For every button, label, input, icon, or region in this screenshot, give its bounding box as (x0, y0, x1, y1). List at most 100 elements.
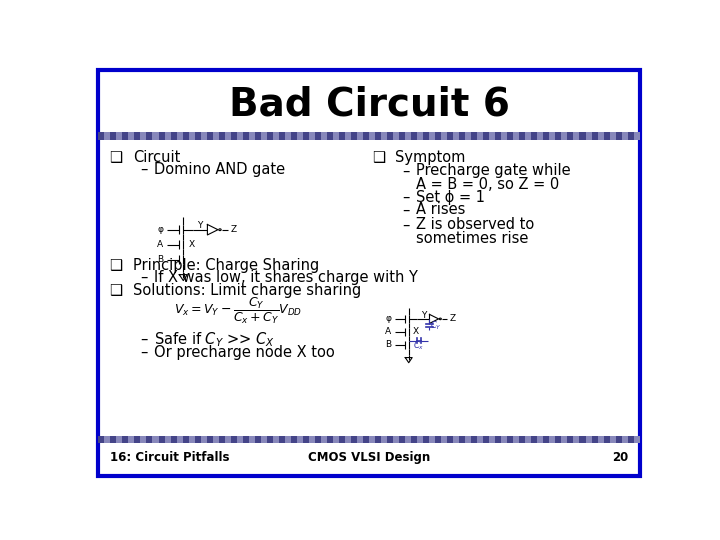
Bar (393, 436, 399, 443)
Text: A: A (157, 240, 163, 249)
Text: –: – (402, 202, 410, 218)
Text: Z is observed to: Z is observed to (416, 218, 535, 232)
Bar (459, 132, 465, 140)
Text: Domino AND gate: Domino AND gate (154, 162, 285, 177)
Bar (176, 436, 183, 443)
Bar (267, 436, 273, 443)
Bar (230, 436, 237, 443)
Bar (621, 132, 628, 140)
Bar (212, 132, 219, 140)
Bar (555, 132, 562, 140)
Bar (189, 436, 194, 443)
Bar (369, 436, 375, 443)
Bar (501, 436, 508, 443)
Bar (483, 132, 490, 140)
Bar (333, 132, 339, 140)
Bar (303, 436, 309, 443)
Bar (585, 132, 592, 140)
Bar (423, 132, 429, 140)
Bar (375, 132, 381, 140)
Bar (309, 132, 315, 140)
Bar (375, 436, 381, 443)
Text: 20: 20 (612, 451, 629, 464)
Text: –: – (402, 163, 410, 178)
Bar (549, 132, 555, 140)
Bar (237, 436, 243, 443)
Bar (562, 436, 567, 443)
Bar (117, 436, 122, 443)
Bar (537, 132, 544, 140)
Bar (315, 436, 321, 443)
Bar (580, 436, 585, 443)
Bar (110, 132, 117, 140)
Bar (212, 436, 219, 443)
Bar (171, 436, 176, 443)
Bar (315, 132, 321, 140)
Bar (580, 132, 585, 140)
Bar (598, 132, 603, 140)
Text: A: A (385, 327, 392, 336)
Bar (128, 132, 135, 140)
Bar (435, 132, 441, 140)
Bar (165, 436, 171, 443)
Bar (219, 132, 225, 140)
Bar (459, 436, 465, 443)
Text: ❑: ❑ (109, 150, 122, 165)
Text: CMOS VLSI Design: CMOS VLSI Design (308, 451, 430, 464)
Bar (573, 436, 580, 443)
Bar (519, 436, 526, 443)
Text: –: – (402, 218, 410, 232)
Bar (417, 132, 423, 140)
Bar (176, 132, 183, 140)
Bar (417, 436, 423, 443)
Bar (248, 436, 255, 443)
Bar (508, 132, 513, 140)
Bar (603, 436, 610, 443)
Bar (140, 132, 146, 140)
Bar (381, 132, 387, 140)
Bar (194, 436, 201, 443)
Bar (158, 132, 165, 140)
Bar (153, 436, 158, 443)
Bar (381, 436, 387, 443)
Text: A = B = 0, so Z = 0: A = B = 0, so Z = 0 (416, 177, 559, 192)
Bar (603, 132, 610, 140)
Bar (616, 436, 621, 443)
Text: B: B (157, 255, 163, 264)
Text: ❑: ❑ (109, 258, 122, 273)
Bar (321, 132, 327, 140)
Bar (471, 132, 477, 140)
Bar (363, 132, 369, 140)
Bar (585, 436, 592, 443)
Bar (183, 436, 189, 443)
Bar (471, 436, 477, 443)
Bar (171, 132, 176, 140)
Bar (230, 132, 237, 140)
Text: –: – (140, 270, 148, 285)
Bar (99, 132, 104, 140)
Bar (273, 132, 279, 140)
Bar (201, 132, 207, 140)
Bar (135, 132, 140, 140)
Bar (345, 132, 351, 140)
Text: Bad Circuit 6: Bad Circuit 6 (228, 85, 510, 123)
Bar (531, 436, 537, 443)
Bar (146, 436, 153, 443)
Bar (501, 132, 508, 140)
Bar (549, 436, 555, 443)
Text: B: B (385, 340, 392, 349)
Bar (435, 436, 441, 443)
Text: Principle: Charge Sharing: Principle: Charge Sharing (133, 258, 319, 273)
Bar (447, 436, 453, 443)
Bar (387, 132, 393, 140)
Bar (183, 132, 189, 140)
Bar (411, 132, 417, 140)
Bar (273, 436, 279, 443)
Bar (441, 436, 447, 443)
Text: ❑: ❑ (109, 282, 122, 298)
Text: –: – (140, 332, 148, 347)
Bar (555, 436, 562, 443)
Text: –: – (140, 345, 148, 360)
Text: φ: φ (157, 225, 163, 234)
Bar (610, 436, 616, 443)
